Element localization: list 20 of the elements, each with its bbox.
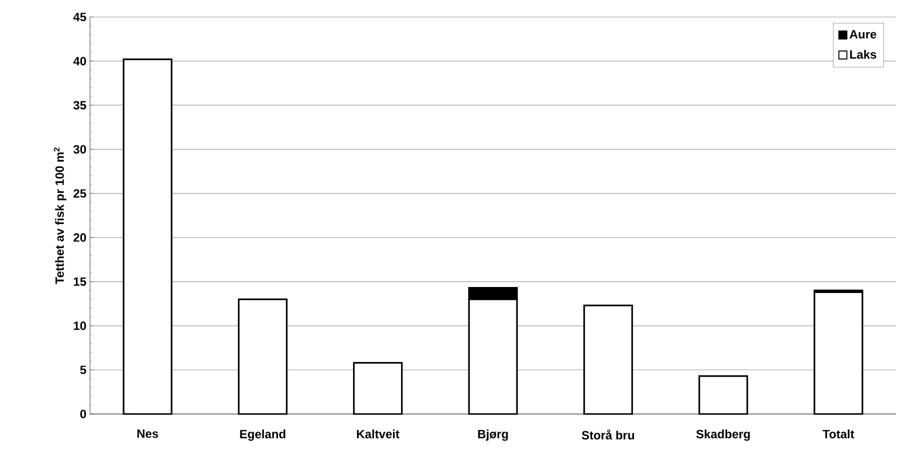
y-tick-label: 30 — [73, 145, 86, 154]
y-tick-label: 25 — [74, 189, 86, 198]
y-tick-label: 0 — [80, 410, 86, 418]
x-tick-label: Storå bru — [582, 430, 634, 440]
y-tick-label: 15 — [74, 277, 86, 286]
y-tick-label: 40 — [73, 56, 86, 66]
legend-label: Aure — [850, 30, 876, 39]
x-tick-label: Skadberg — [696, 430, 750, 441]
x-tick-label: Totalt — [822, 430, 854, 438]
y-tick-label: 20 — [74, 233, 86, 242]
y-tick-label: 35 — [73, 100, 86, 110]
x-tick-label: Bjørg — [478, 430, 508, 441]
x-tick-label: Egeland — [240, 430, 286, 441]
x-tick-label: Nes — [137, 430, 158, 438]
x-tick-label: Kaltveit — [356, 430, 400, 438]
y-tick-label: 10 — [74, 322, 86, 330]
legend-label: Laks — [850, 50, 876, 59]
y-tick-label: 45 — [73, 12, 86, 22]
y-axis-title: Tetthet av fisk pr 100 m$^{2}$ — [54, 148, 66, 284]
y-tick-label: 5 — [80, 366, 86, 374]
